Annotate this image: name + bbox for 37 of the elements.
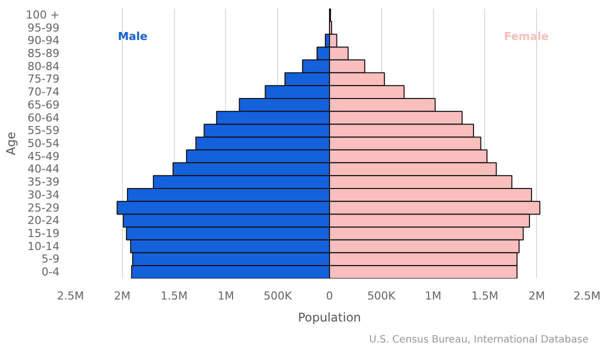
y-tick-label: 55-59 [28,124,60,138]
x-tick-label: 1M [424,290,442,302]
x-tick-label: 2M [114,290,131,302]
y-tick-label: 25-29 [28,201,60,214]
y-tick-label: 40-44 [28,162,60,176]
x-tick-label: 500K [367,290,396,302]
x-tick-label: 0 [326,290,333,302]
text: Male [118,30,148,44]
y-axis-title: Age [4,132,18,156]
x-tick-label: 500K [264,290,293,302]
y-tick-label: 5-9 [42,252,60,266]
y-tick-label: 95-99 [28,21,60,34]
y-tick-label: 15-19 [28,227,60,240]
x-tick-label: 1.5M [471,290,498,302]
x-tick-label: 2M [528,290,545,302]
text: U.S. Census Bureau, International Database [369,334,589,346]
y-tick-label: 30-34 [28,188,60,202]
text: Female [504,30,549,44]
x-tick-label: 1.5M [160,290,188,302]
y-tick-label: 0-4 [42,266,60,279]
y-tick-label: 35-39 [28,176,60,189]
y-tick-label: 60-64 [28,111,60,124]
y-tick-label: 10-14 [28,240,60,253]
y-tick-label: 20-24 [28,214,60,228]
y-tick-label: 85-89 [28,47,60,60]
y-tick-label: 45-49 [28,150,60,163]
y-tick-label: 50-54 [28,137,60,150]
y-tick-label: 75-79 [28,72,60,86]
y-tick-label: 70-74 [28,86,60,99]
x-tick-label: 2.5M [574,290,600,302]
x-tick-label: 1M [218,290,234,302]
y-tick-label: 80-84 [28,60,60,73]
y-tick-label: 100 + [26,8,60,22]
y-tick-label: 90-94 [28,34,60,48]
y-tick-label: 65-69 [28,98,60,112]
x-tick-label: 2.5M [57,290,84,302]
x-axis-title: Population [298,310,362,324]
